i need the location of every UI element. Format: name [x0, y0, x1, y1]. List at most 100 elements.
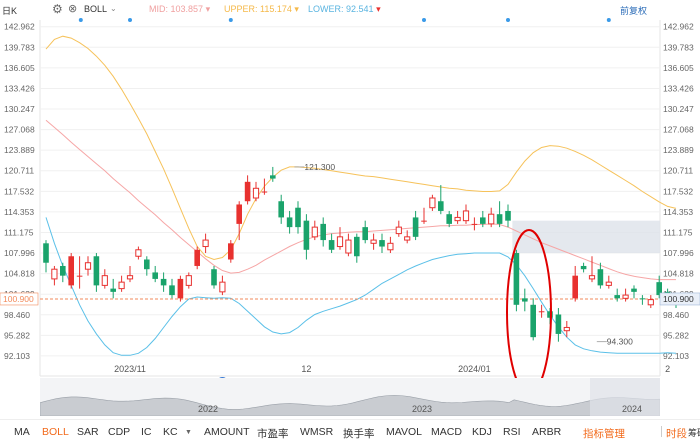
y-tick-label: 111.175 [4, 227, 34, 237]
y-tick-label: 142.962 [4, 22, 35, 32]
gear-icon[interactable]: ⚙ [52, 2, 63, 16]
candle-body [68, 256, 74, 286]
x-tick-label: 2 [665, 364, 670, 374]
candle [438, 185, 444, 215]
candlestick-chart[interactable]: 142.962 139.783 136.605 133.426 130.247 127.0… [0, 0, 700, 380]
candles [43, 166, 679, 342]
event-dot [606, 18, 611, 22]
candle [563, 320, 570, 338]
candle-body [488, 213, 495, 225]
y-tick-label: 130.247 [4, 104, 35, 114]
candle [60, 262, 66, 283]
candle-body [194, 249, 200, 266]
candle [311, 220, 318, 241]
candle [84, 256, 92, 276]
candle [51, 265, 58, 286]
tab-cdp[interactable]: CDP [108, 426, 131, 438]
period-selector[interactable]: 日K [2, 6, 18, 16]
y-tick-label: 123.889 [4, 145, 35, 155]
candle [656, 275, 662, 299]
candle-body [656, 282, 662, 296]
chevron-down-icon[interactable]: ⌄ [110, 4, 117, 13]
candle [177, 275, 184, 302]
tab-arbr[interactable]: ARBR [532, 426, 562, 438]
chips-button[interactable]: 筹码 [688, 428, 700, 438]
candle [412, 210, 419, 241]
candle-body [236, 204, 242, 224]
y-tick-label: 95.282 [4, 330, 30, 340]
navigator-window[interactable] [590, 378, 660, 416]
candle-body [303, 220, 310, 250]
tab-ic[interactable]: IC [141, 426, 152, 438]
navigator-year-label: 2022 [198, 404, 218, 414]
candle [379, 233, 385, 254]
candle [522, 288, 528, 312]
candle [614, 288, 620, 302]
candle [110, 278, 116, 299]
y-tick-label: 95.282 [663, 330, 689, 340]
y-tick-label: 136.605 [663, 63, 694, 73]
candle-body [295, 207, 301, 228]
boll-upper-line [45, 35, 677, 261]
tab-boll[interactable]: BOLL [42, 426, 69, 438]
tab-kdj[interactable]: KDJ [472, 426, 492, 438]
candle-body [126, 275, 134, 280]
candle [185, 272, 192, 289]
candle [295, 201, 301, 234]
y-tick-label: 117.532 [4, 186, 34, 196]
candle-body [530, 304, 536, 338]
candle [219, 275, 226, 296]
price-tag-right: 100.900 [663, 294, 694, 304]
candle-body [614, 295, 620, 299]
indicator-name[interactable]: BOLL [84, 4, 108, 14]
time-period-button[interactable]: 时段 [666, 428, 687, 440]
candle [387, 236, 394, 254]
tab-ma[interactable]: MA [14, 426, 30, 438]
tab-pe[interactable]: 市盈率 [257, 428, 289, 440]
indicator-manage-button[interactable]: 指标管理 [583, 428, 625, 440]
candle [278, 194, 284, 224]
y-tick-label: 127.068 [4, 125, 35, 135]
candle [345, 233, 352, 257]
candle-body [387, 242, 394, 251]
candle-body [286, 217, 293, 228]
candle [429, 194, 436, 211]
tab-kc[interactable]: KC [163, 426, 178, 438]
candle [362, 220, 368, 244]
chevron-down-icon[interactable]: ▼ [185, 429, 192, 436]
tab-macd[interactable]: MACD [431, 426, 462, 438]
candle [118, 275, 125, 292]
candle [605, 275, 612, 289]
event-dots [78, 18, 611, 22]
tab-turnover[interactable]: 换手率 [343, 428, 375, 440]
y-tick-label: 127.068 [663, 125, 694, 135]
highlight-ellipse [506, 229, 552, 380]
range-navigator[interactable]: 2022 2023 2024 [40, 378, 660, 416]
divider [661, 426, 662, 437]
candle-body [538, 311, 545, 313]
tab-wmsr[interactable]: WMSR [300, 426, 334, 438]
tab-amount[interactable]: AMOUNT [204, 426, 250, 438]
candle [395, 220, 402, 237]
price-adjust-selector[interactable]: 前复权 [620, 6, 648, 16]
candle-body [328, 240, 335, 250]
y-tick-label: 98.460 [663, 310, 689, 320]
candle [572, 265, 578, 302]
candle [144, 256, 150, 276]
current-price-tags: 100.900 100.900 [0, 292, 700, 306]
tab-mavol[interactable]: MAVOL [386, 426, 422, 438]
close-icon[interactable]: ⊗ [68, 3, 78, 15]
y-tick-label: 130.247 [663, 104, 694, 114]
arrow-down-icon: ▾ [205, 4, 211, 14]
tab-sar[interactable]: SAR [77, 426, 99, 438]
candle [480, 210, 486, 228]
y-tick-label: 92.103 [663, 351, 689, 361]
candle [370, 233, 377, 250]
candle-body [622, 294, 629, 299]
candle-body [93, 256, 100, 286]
candle-body [144, 259, 150, 270]
y-tick-label: 139.783 [4, 42, 35, 52]
candle-body [261, 191, 268, 193]
tab-rsi[interactable]: RSI [503, 426, 521, 438]
y-tick-label: 120.711 [4, 166, 34, 176]
